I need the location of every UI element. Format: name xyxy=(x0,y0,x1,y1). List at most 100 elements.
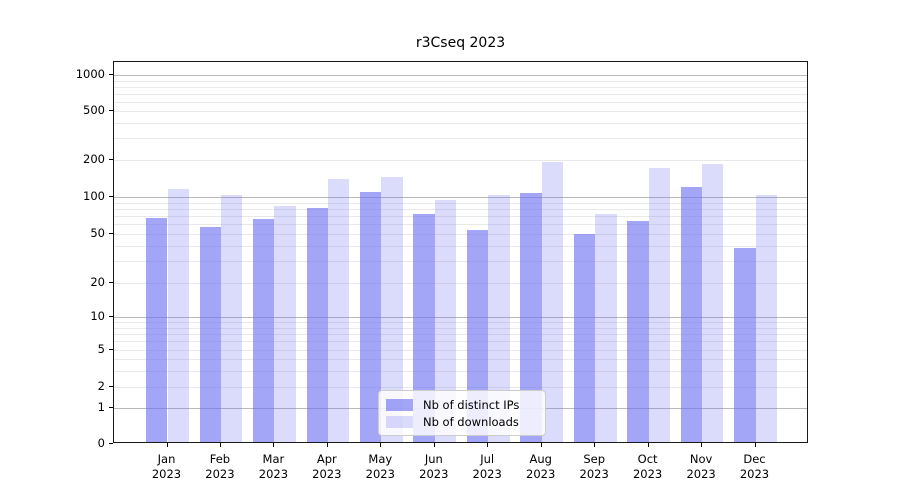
major-gridline-1000 xyxy=(114,75,807,76)
bar-May-2023-distinct-ips xyxy=(359,192,382,442)
minor-gridline-2 xyxy=(114,387,807,388)
bar-Jul-2023-downloads xyxy=(488,195,510,442)
y-tick-label-1000: 1000 xyxy=(75,67,105,81)
minor-gridline-50 xyxy=(114,234,807,235)
bar-Mar-2023-downloads xyxy=(274,205,296,442)
chart-title: r3Cseq 2023 xyxy=(415,35,506,51)
major-gridline-100 xyxy=(114,197,807,198)
minor-gridline-5 xyxy=(114,350,807,351)
major-gridline-10 xyxy=(114,317,807,318)
bar-Oct-2023-distinct-ips xyxy=(627,220,649,442)
y-tick-label-5: 5 xyxy=(97,342,105,356)
bar-Aug-2023-downloads xyxy=(541,161,564,442)
minor-gridline-700 xyxy=(114,93,807,95)
x-tick-mark-dec xyxy=(754,443,756,447)
legend-row-distinct-ips: Nb of distinct IPs xyxy=(386,396,536,413)
y-tick-mark-1000 xyxy=(109,74,113,75)
minor-gridline-400 xyxy=(114,122,807,124)
minor-gridline-3 xyxy=(114,370,807,372)
bar-Mar-2023-distinct-ips xyxy=(253,218,275,442)
legend-swatch-downloads xyxy=(386,415,413,428)
x-tick-label-may: May 2023 xyxy=(365,452,395,481)
y-tick-label-0: 0 xyxy=(97,436,105,450)
minor-gridline-60 xyxy=(114,224,807,226)
bar-Sep-2023-downloads xyxy=(595,214,617,442)
y-tick-mark-10 xyxy=(109,316,113,317)
bar-Dec-2023-distinct-ips xyxy=(734,248,756,442)
x-tick-mark-jul xyxy=(487,443,489,447)
minor-gridline-8 xyxy=(114,327,807,329)
bar-Nov-2023-distinct-ips xyxy=(680,187,703,442)
x-tick-label-jan: Jan 2023 xyxy=(151,452,182,481)
x-tick-mark-may xyxy=(380,443,382,447)
bar-Jun-2023-downloads xyxy=(434,199,457,442)
legend-swatch-distinct-ips xyxy=(386,398,413,411)
y-tick-mark-100 xyxy=(109,196,113,197)
minor-gridline-80 xyxy=(114,208,807,210)
bar-Jan-2023-distinct-ips xyxy=(146,218,168,442)
bar-Apr-2023-distinct-ips xyxy=(306,207,328,442)
legend-label-distinct-ips: Nb of distinct IPs xyxy=(423,397,520,412)
minor-gridline-6 xyxy=(114,341,807,343)
minor-gridline-200 xyxy=(114,160,807,161)
y-tick-label-10: 10 xyxy=(90,309,105,323)
x-tick-mark-jan xyxy=(166,443,168,447)
x-tick-label-jul: Jul 2023 xyxy=(472,452,502,481)
x-tick-label-sep: Sep 2023 xyxy=(579,452,609,481)
x-tick-mark-feb xyxy=(219,443,221,447)
y-tick-mark-20 xyxy=(109,282,113,283)
plot-area xyxy=(113,61,808,443)
bar-Oct-2023-downloads xyxy=(648,168,670,442)
x-tick-label-aug: Aug 2023 xyxy=(526,452,556,481)
bar-Sep-2023-distinct-ips xyxy=(573,234,596,442)
y-tick-mark-2 xyxy=(109,386,113,387)
minor-gridline-800 xyxy=(114,86,807,88)
y-tick-label-50: 50 xyxy=(90,226,105,240)
x-tick-label-nov: Nov 2023 xyxy=(686,452,716,481)
y-tick-label-20: 20 xyxy=(90,275,105,289)
y-tick-mark-200 xyxy=(109,159,113,160)
y-tick-mark-50 xyxy=(109,233,113,234)
x-tick-mark-nov xyxy=(701,443,703,447)
minor-gridline-9 xyxy=(114,322,807,323)
y-tick-mark-500 xyxy=(109,110,113,111)
legend-label-downloads: Nb of downloads xyxy=(423,414,519,429)
minor-gridline-900 xyxy=(114,80,807,82)
bar-Jun-2023-distinct-ips xyxy=(413,214,435,442)
x-tick-label-apr: Apr 2023 xyxy=(312,452,342,481)
bar-May-2023-downloads xyxy=(381,177,403,442)
minor-gridline-30 xyxy=(114,261,807,263)
y-tick-label-200: 200 xyxy=(83,152,105,166)
minor-gridline-70 xyxy=(114,216,807,217)
y-tick-mark-1 xyxy=(109,407,113,408)
x-tick-mark-jun xyxy=(433,443,435,447)
minor-gridline-4 xyxy=(114,359,807,360)
x-tick-label-oct: Oct 2023 xyxy=(632,452,663,481)
minor-gridline-7 xyxy=(114,334,807,335)
x-tick-label-mar: Mar 2023 xyxy=(258,452,289,481)
x-tick-label-jun: Jun 2023 xyxy=(419,452,449,481)
x-tick-mark-apr xyxy=(326,443,328,447)
bar-Aug-2023-distinct-ips xyxy=(520,193,542,442)
minor-gridline-20 xyxy=(114,283,807,284)
bar-Jul-2023-distinct-ips xyxy=(466,229,489,442)
x-tick-mark-aug xyxy=(540,443,542,447)
minor-gridline-500 xyxy=(114,111,807,112)
bar-Feb-2023-downloads xyxy=(220,194,243,442)
y-tick-label-500: 500 xyxy=(83,103,105,117)
bar-Dec-2023-downloads xyxy=(755,195,777,442)
bar-Nov-2023-downloads xyxy=(702,163,724,442)
y-tick-label-2: 2 xyxy=(97,379,105,393)
y-tick-label-1: 1 xyxy=(97,400,105,414)
x-tick-label-feb: Feb 2023 xyxy=(205,452,235,481)
x-tick-mark-mar xyxy=(273,443,275,447)
legend: Nb of distinct IPs Nb of downloads xyxy=(378,390,546,436)
x-tick-label-dec: Dec 2023 xyxy=(739,452,770,481)
y-tick-mark-0 xyxy=(109,443,113,444)
bar-Feb-2023-distinct-ips xyxy=(199,226,221,442)
y-tick-label-100: 100 xyxy=(83,189,105,203)
minor-gridline-40 xyxy=(114,245,807,247)
minor-gridline-600 xyxy=(114,101,807,103)
minor-gridline-90 xyxy=(114,202,807,204)
